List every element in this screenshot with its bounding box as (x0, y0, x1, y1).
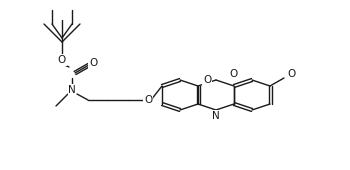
Text: O: O (58, 55, 66, 65)
Text: N: N (212, 111, 220, 121)
Text: N: N (68, 85, 76, 95)
Text: O: O (203, 75, 211, 85)
Text: O: O (230, 69, 238, 79)
Text: O: O (144, 95, 152, 105)
Text: O: O (288, 69, 296, 79)
Text: O: O (89, 58, 97, 68)
